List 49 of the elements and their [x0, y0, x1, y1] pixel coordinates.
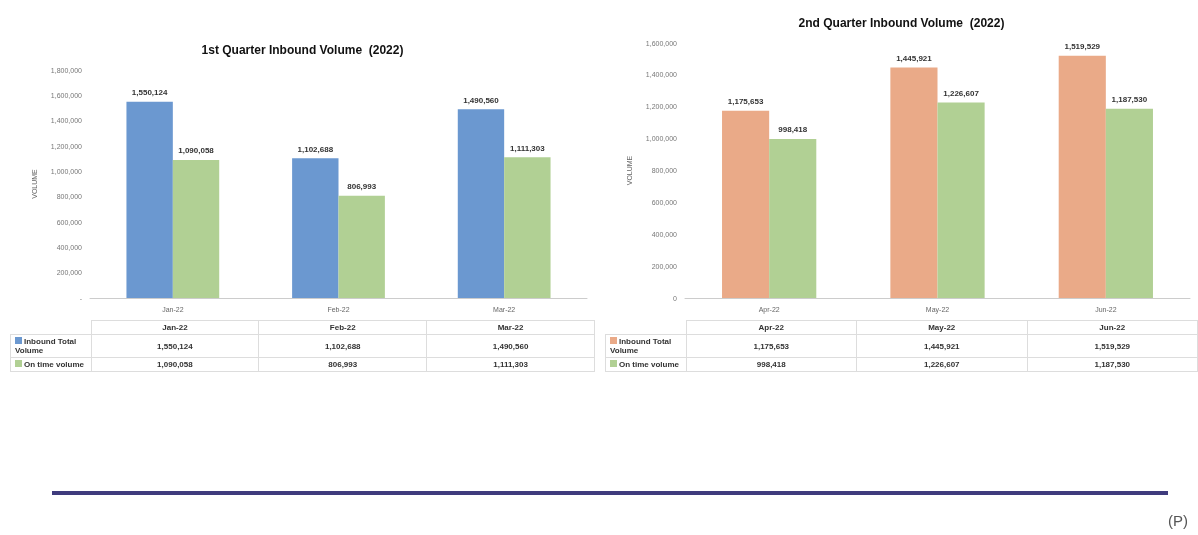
text: 1,550,124	[131, 88, 168, 98]
data-label: 1,175,653	[686, 334, 857, 358]
data-label: 1,187,530	[1027, 357, 1198, 372]
bar	[126, 101, 173, 298]
legend-label: Inbound Total Volume	[10, 334, 91, 358]
data-label: 1,090,058	[91, 357, 259, 372]
bar	[1105, 108, 1153, 298]
bar	[890, 67, 938, 298]
bar	[457, 109, 505, 298]
text: 1,490,560	[463, 95, 499, 105]
data-label: 1,226,607	[856, 357, 1027, 372]
bar	[172, 159, 220, 298]
text: 1,445,921	[896, 54, 932, 64]
data-label: 1,519,529	[1027, 334, 1198, 358]
bar	[292, 158, 339, 298]
data-label: 1,550,124	[91, 334, 259, 358]
category-label: Apr-22	[758, 323, 784, 332]
text: 1,102,688	[297, 144, 334, 154]
data-label: 1,102,688	[258, 334, 427, 358]
text: 1,187,530	[1111, 95, 1148, 105]
text: 1,111,303	[510, 143, 545, 153]
data-label: 998,418	[686, 357, 857, 372]
legend-label: On time volume	[10, 357, 91, 372]
data-label: 1,490,560	[426, 334, 595, 358]
chart-title: 1st Quarter Inbound Volume (2022)	[201, 43, 404, 57]
category-label: Mar-22	[497, 323, 524, 332]
text: 1,519,529	[1064, 42, 1101, 52]
text: 1,175,653	[727, 97, 764, 107]
text: 1,226,607	[943, 89, 979, 99]
text: (P)	[1168, 512, 1188, 529]
data-label: 806,993	[258, 357, 427, 372]
text: 998,418	[778, 125, 808, 135]
bar	[504, 157, 551, 298]
data-label: 1,445,921	[856, 334, 1027, 358]
text: 806,993	[347, 182, 377, 192]
bar	[769, 138, 817, 298]
chart-title: 2nd Quarter Inbound Volume (2022)	[798, 16, 1005, 30]
bar	[338, 195, 385, 298]
category-label: Jun-22	[1099, 323, 1126, 332]
legend-label: On time volume	[605, 357, 686, 372]
legend-label: Inbound Total Volume	[605, 334, 686, 358]
bar	[937, 102, 985, 298]
category-label: Jan-22	[162, 323, 188, 332]
data-label: 1,111,303	[426, 357, 595, 372]
text: 1,090,058	[178, 146, 214, 156]
category-label: May-22	[928, 323, 956, 332]
bar	[1058, 55, 1106, 298]
bar	[722, 110, 770, 298]
category-label: Feb-22	[329, 323, 356, 332]
